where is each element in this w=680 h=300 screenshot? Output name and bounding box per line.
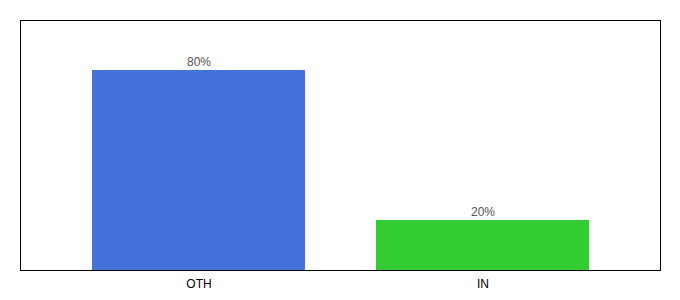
svg-text:20%: 20% bbox=[471, 205, 495, 219]
svg-text:OTH: OTH bbox=[186, 277, 211, 291]
svg-text:IN: IN bbox=[477, 277, 489, 291]
svg-text:80%: 80% bbox=[187, 55, 211, 69]
